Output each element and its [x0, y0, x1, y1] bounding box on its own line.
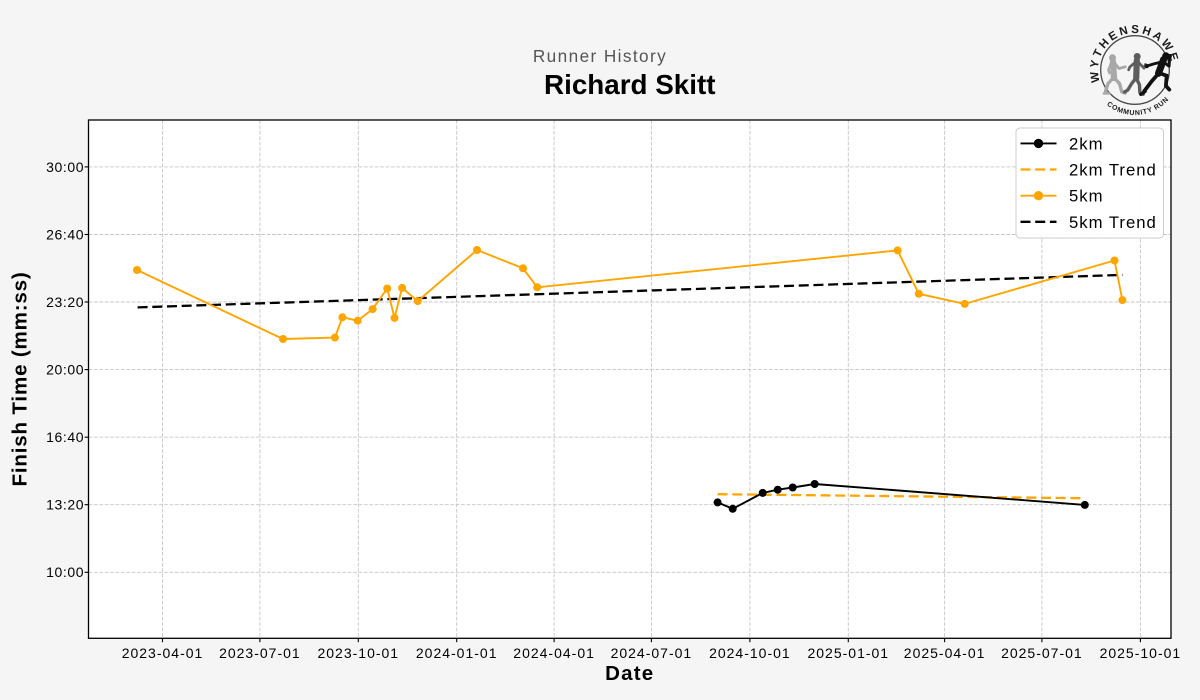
svg-text:10:00: 10:00 [46, 564, 84, 580]
svg-text:5km Trend: 5km Trend [1069, 213, 1157, 232]
svg-text:2km: 2km [1069, 134, 1104, 153]
svg-text:23:20: 23:20 [46, 294, 84, 310]
svg-text:2024-04-01: 2024-04-01 [513, 645, 595, 661]
svg-text:2025-10-01: 2025-10-01 [1100, 645, 1182, 661]
svg-text:2024-07-01: 2024-07-01 [611, 645, 693, 661]
svg-text:2023-07-01: 2023-07-01 [219, 645, 301, 661]
svg-text:26:40: 26:40 [46, 226, 84, 242]
svg-text:2025-04-01: 2025-04-01 [904, 645, 986, 661]
svg-text:2km Trend: 2km Trend [1069, 161, 1157, 180]
svg-text:Runner History: Runner History [533, 46, 667, 66]
svg-text:2023-10-01: 2023-10-01 [317, 645, 399, 661]
svg-text:2024-10-01: 2024-10-01 [709, 645, 791, 661]
svg-text:5km: 5km [1069, 187, 1104, 206]
svg-text:13:20: 13:20 [46, 497, 84, 513]
svg-text:Richard Skitt: Richard Skitt [544, 69, 715, 100]
svg-text:2025-01-01: 2025-01-01 [807, 645, 889, 661]
svg-text:Finish Time (mm:ss): Finish Time (mm:ss) [9, 271, 32, 486]
svg-text:16:40: 16:40 [46, 429, 84, 445]
svg-text:2024-01-01: 2024-01-01 [416, 645, 498, 661]
svg-text:30:00: 30:00 [46, 159, 84, 175]
svg-text:2023-04-01: 2023-04-01 [122, 645, 204, 661]
svg-text:20:00: 20:00 [46, 362, 84, 378]
svg-text:2025-07-01: 2025-07-01 [1001, 645, 1083, 661]
svg-text:Date: Date [605, 662, 654, 685]
